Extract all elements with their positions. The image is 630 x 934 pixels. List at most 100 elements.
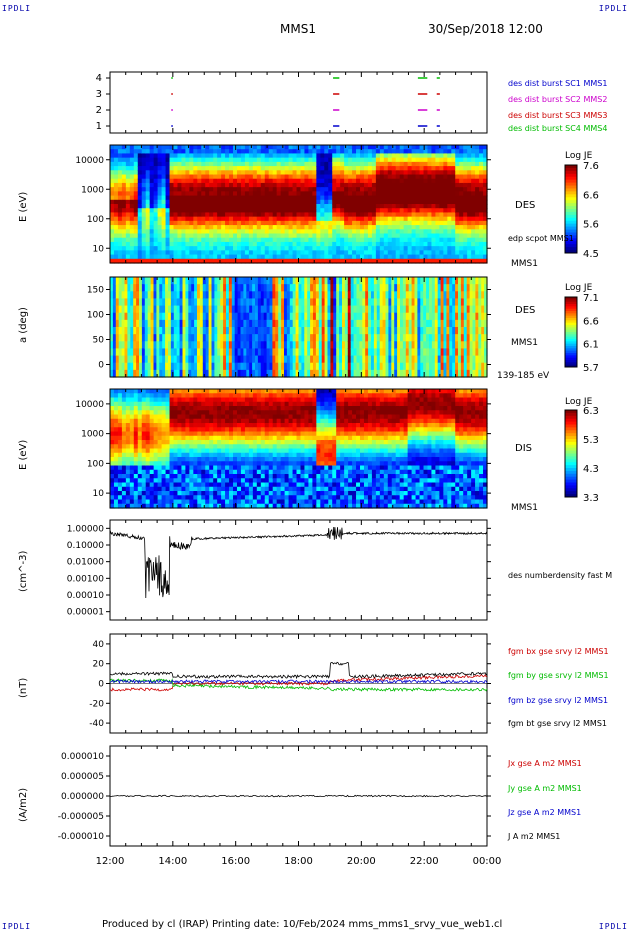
spectrogram-cell-1 [348, 182, 353, 188]
spectrogram-cell-1 [165, 199, 171, 205]
spectrogram-cell-1 [463, 178, 468, 184]
spectrogram-cell-1 [197, 153, 202, 159]
spectrogram-cell-2 [313, 355, 317, 364]
spectrogram-cell-1 [463, 149, 468, 155]
spectrogram-cell-1 [423, 241, 429, 247]
spectrogram-cell-1 [284, 258, 290, 264]
spectrogram-cell-2 [226, 298, 230, 307]
spectrogram-cell-2 [191, 327, 195, 335]
spectrogram-cell-2 [292, 277, 297, 285]
spectrogram-cell-2 [139, 348, 143, 357]
spectrogram-cell-2 [455, 298, 459, 307]
spectrogram-cell-1 [288, 161, 294, 167]
spectrogram-cell-2 [443, 341, 447, 350]
spectrogram-cell-1 [427, 178, 433, 184]
spectrogram-cell-2 [284, 312, 288, 321]
spectrogram-cell-1 [264, 195, 270, 201]
spectrogram-cell-1 [352, 182, 357, 188]
spectrogram-cell-1 [201, 208, 206, 214]
spectrogram-cell-1 [213, 170, 218, 176]
spectrogram-cell-1 [363, 212, 369, 218]
spectrogram-cell-3 [133, 393, 139, 399]
spectrogram-cell-1 [221, 149, 226, 155]
spectrogram-cell-1 [312, 157, 317, 163]
spectrogram-cell-3 [121, 461, 127, 467]
spectrogram-cell-1 [371, 233, 377, 239]
spectrogram-cell-1 [209, 250, 214, 256]
spectrogram-cell-1 [121, 208, 127, 214]
spectrogram-cell-1 [284, 220, 290, 226]
spectrogram-cell-2 [228, 284, 233, 292]
spectrogram-cell-3 [149, 452, 155, 458]
spectrogram-cell-1 [268, 233, 274, 239]
spectrogram-cell-1 [463, 166, 468, 171]
spectrogram-cell-2 [458, 341, 462, 350]
spectrogram-cell-1 [431, 241, 437, 247]
spectrogram-cell-1 [221, 145, 226, 150]
spectrogram-cell-1 [189, 250, 194, 256]
spectrogram-cell-1 [479, 199, 484, 205]
spectrogram-cell-1 [360, 178, 365, 184]
spectrogram-cell-2 [199, 362, 204, 371]
spectrogram-cell-1 [284, 204, 290, 209]
spectrogram-cell-1 [479, 149, 484, 155]
spectrogram-cell-1 [439, 233, 444, 239]
spectrogram-cell-1 [471, 178, 476, 184]
spectrogram-cell-2 [275, 355, 279, 364]
spectrogram-cell-1 [117, 199, 123, 205]
spectrogram-cell-2 [437, 341, 442, 350]
spectrogram-cell-2 [324, 362, 329, 371]
spectrogram-cell-2 [234, 284, 239, 292]
spectrogram-cell-2 [141, 291, 146, 300]
spectrogram-cell-2 [408, 362, 413, 371]
spectrogram-cell-3 [133, 465, 139, 471]
spectrogram-cell-2 [162, 362, 166, 371]
spectrogram-cell-1 [344, 258, 349, 264]
spectrogram-cell-1 [379, 258, 385, 264]
spectrogram-cell-1 [391, 237, 397, 243]
spectrogram-cell-2 [112, 355, 117, 364]
spectrogram-cell-1 [451, 174, 456, 180]
spectrogram-cell-1 [145, 191, 151, 197]
spectrogram-cell-2 [118, 291, 123, 300]
spectrogram-cell-1 [387, 204, 393, 209]
spectrogram-cell-2 [336, 355, 340, 364]
spectrogram-cell-1 [443, 241, 448, 247]
spectrogram-cell-1 [471, 191, 476, 197]
spectrogram-cell-2 [339, 355, 343, 364]
spectrogram-cell-2 [165, 284, 169, 292]
spectrogram-cell-2 [278, 284, 282, 292]
spectrogram-cell-1 [240, 216, 246, 222]
spectrogram-cell-3 [110, 461, 115, 467]
spectrogram-cell-1 [256, 229, 262, 235]
spectrogram-cell-1 [248, 153, 254, 159]
spectrogram-cell-2 [426, 277, 430, 285]
spectrogram-cell-3 [141, 397, 147, 403]
spectrogram-cell-2 [205, 305, 210, 314]
spectrogram-cell-1 [383, 229, 389, 235]
spectrogram-cell-2 [168, 291, 172, 300]
spectrogram-cell-1 [447, 195, 452, 201]
spectrogram-cell-1 [463, 157, 468, 163]
spectrogram-cell-1 [233, 199, 238, 205]
spectrogram-cell-2 [313, 334, 317, 342]
spectrogram-cell-2 [272, 348, 276, 357]
spectrogram-cell-1 [328, 182, 333, 188]
spectrogram-cell-1 [201, 225, 206, 230]
spectrogram-cell-1 [217, 220, 222, 226]
spectrogram-cell-2 [269, 355, 273, 364]
spectrogram-cell-1 [483, 208, 488, 214]
spectrogram-cell-1 [435, 212, 440, 218]
spectrogram-cell-2 [423, 355, 427, 364]
spectrogram-cell-1 [467, 178, 472, 184]
spectrogram-cell-1 [229, 174, 234, 180]
spectrogram-cell-1 [439, 258, 444, 264]
spectrogram-cell-2 [431, 291, 436, 300]
spectrogram-cell-2 [170, 355, 175, 364]
spectrogram-cell-1 [411, 225, 417, 230]
spectrogram-cell-2 [205, 284, 210, 292]
spectrogram-cell-1 [256, 191, 262, 197]
spectrogram-cell-2 [144, 334, 149, 342]
spectrogram-cell-1 [213, 187, 218, 192]
spectrogram-cell-1 [288, 250, 294, 256]
